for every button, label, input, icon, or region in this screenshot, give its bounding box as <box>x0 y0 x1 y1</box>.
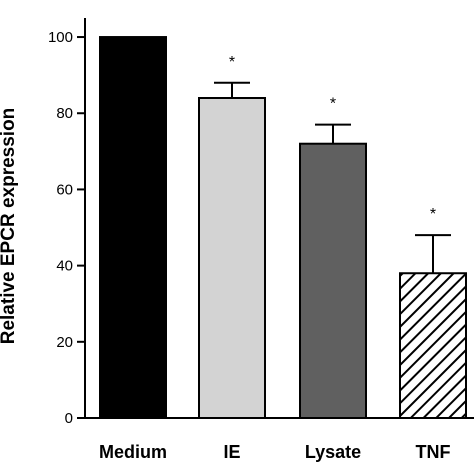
bar-medium <box>99 36 167 420</box>
y-tick-label: 20 <box>56 334 73 351</box>
x-tick-label: Medium <box>99 442 167 462</box>
x-tick-label: IE <box>223 442 240 462</box>
bar-tnf <box>399 272 467 419</box>
y-tick-label: 40 <box>56 258 73 275</box>
y-tick-label: 80 <box>56 105 73 122</box>
bar-ie <box>198 97 266 419</box>
x-tick-label: TNF <box>416 442 451 462</box>
y-tick-label: 60 <box>56 181 73 198</box>
y-tick-label: 100 <box>48 29 73 46</box>
x-tick-label: Lysate <box>305 442 361 462</box>
bar-lysate <box>299 142 367 419</box>
y-axis-label: Relative EPCR expression <box>0 108 19 345</box>
significance-marker: * <box>229 54 235 71</box>
labels: 0 20 40 60 80 100 Medium * IE * Lysate * TNF <box>48 29 451 462</box>
significance-marker: * <box>330 96 336 113</box>
y-tick-label: 0 <box>65 410 73 427</box>
bars <box>99 36 467 420</box>
significance-marker: * <box>430 206 436 223</box>
